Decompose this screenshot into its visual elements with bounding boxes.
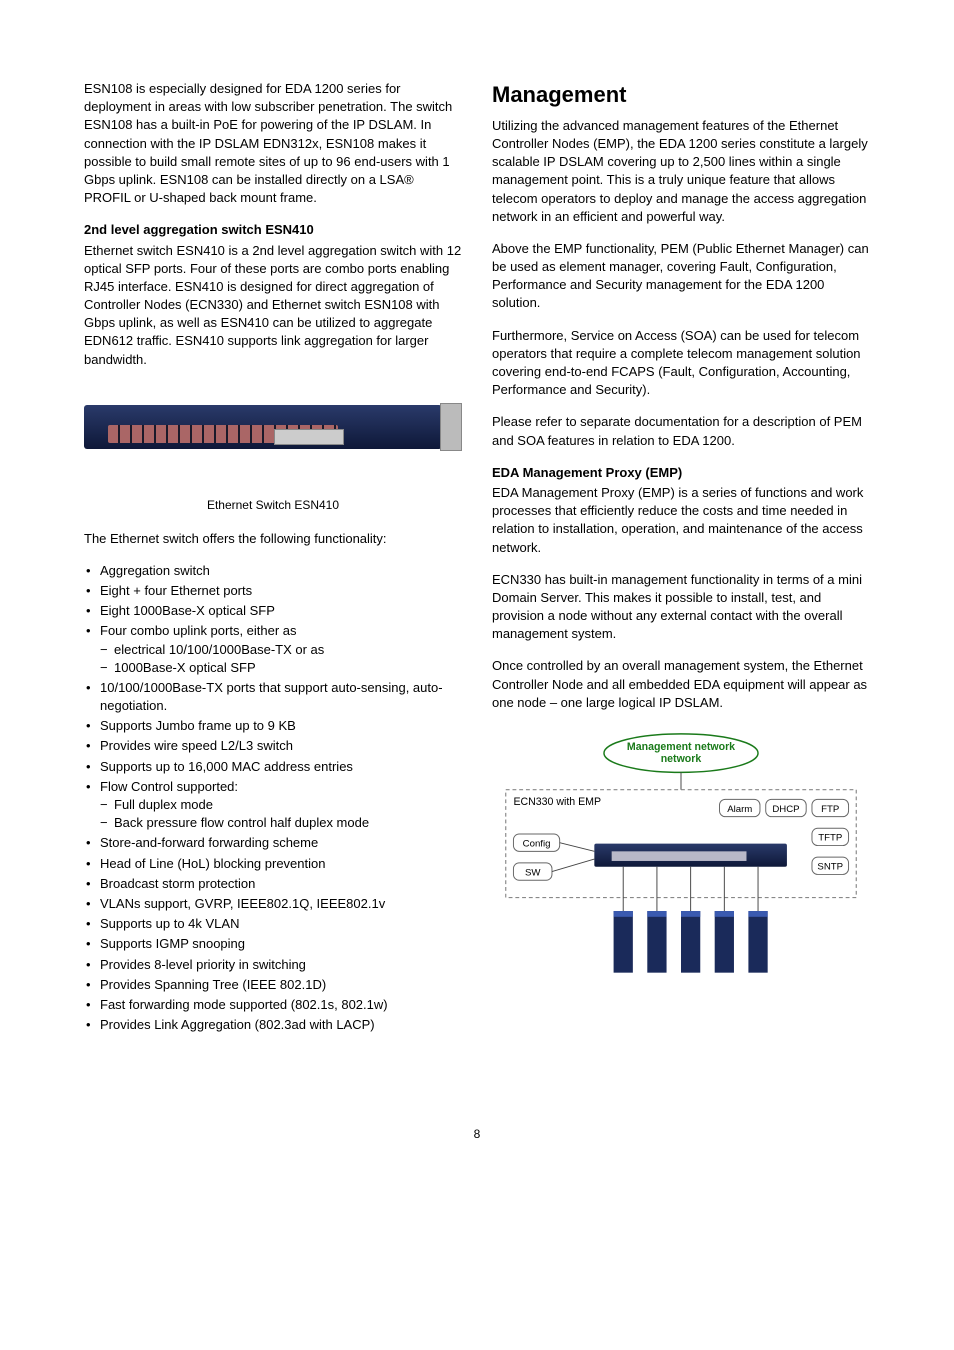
diagram-box: SNTP [817, 862, 843, 873]
functionality-list: Aggregation switch Eight + four Ethernet… [84, 562, 462, 1035]
diagram-dslam-group [614, 911, 768, 973]
diagram-box: DHCP [772, 804, 799, 815]
list-item: Provides Spanning Tree (IEEE 802.1D) [84, 976, 462, 994]
list-item: Provides wire speed L2/L3 switch [84, 737, 462, 755]
sub-list-item: Back pressure flow control half duplex m… [100, 814, 462, 832]
svg-text:network: network [661, 753, 702, 765]
esn410-paragraph: Ethernet switch ESN410 is a 2nd level ag… [84, 242, 462, 369]
emp-p2: ECN330 has built-in management functiona… [492, 571, 870, 644]
heading-esn410: 2nd level aggregation switch ESN410 [84, 221, 462, 239]
list-item: Four combo uplink ports, either as elect… [84, 622, 462, 677]
functionality-intro: The Ethernet switch offers the following… [84, 530, 462, 548]
heading-emp: EDA Management Proxy (EMP) [492, 464, 870, 482]
list-item: Supports up to 16,000 MAC address entrie… [84, 758, 462, 776]
figure-esn410 [84, 387, 462, 487]
list-item: Provides Link Aggregation (802.3ad with … [84, 1016, 462, 1034]
list-item: Eight 1000Base-X optical SFP [84, 602, 462, 620]
mgmt-p2: Above the EMP functionality, PEM (Public… [492, 240, 870, 313]
page-number: 8 [84, 1126, 870, 1143]
emp-p1: EDA Management Proxy (EMP) is a series o… [492, 484, 870, 557]
mgmt-p3: Furthermore, Service on Access (SOA) can… [492, 327, 870, 400]
list-item: Supports Jumbo frame up to 9 KB [84, 717, 462, 735]
management-diagram: Management network network ECN330 with E… [492, 730, 870, 990]
sub-list-item: electrical 10/100/1000Base-TX or as [100, 641, 462, 659]
mgmt-p1: Utilizing the advanced management featur… [492, 117, 870, 226]
list-item: Supports up to 4k VLAN [84, 915, 462, 933]
switch-illustration [84, 387, 462, 487]
list-item: Provides 8-level priority in switching [84, 956, 462, 974]
list-item: Flow Control supported: Full duplex mode… [84, 778, 462, 833]
diagram-ecn-label: ECN330 with EMP [513, 796, 601, 808]
list-item: Head of Line (HoL) blocking prevention [84, 855, 462, 873]
diagram-box: TFTP [818, 833, 842, 844]
diagram-box: FTP [821, 804, 839, 815]
emp-p3: Once controlled by an overall management… [492, 657, 870, 712]
list-item: Broadcast storm protection [84, 875, 462, 893]
sub-list-item: 1000Base-X optical SFP [100, 659, 462, 677]
mgmt-p4: Please refer to separate documentation f… [492, 413, 870, 449]
diagram-box: Config [523, 839, 551, 850]
list-item: VLANs support, GVRP, IEEE802.1Q, IEEE802… [84, 895, 462, 913]
list-item: Eight + four Ethernet ports [84, 582, 462, 600]
list-item-label: Flow Control supported: [100, 779, 238, 794]
list-item: Aggregation switch [84, 562, 462, 580]
figure-caption: Ethernet Switch ESN410 [84, 497, 462, 514]
sub-list-item: Full duplex mode [100, 796, 462, 814]
list-item: Fast forwarding mode supported (802.1s, … [84, 996, 462, 1014]
diagram-title: Management network [627, 741, 735, 753]
list-item: Supports IGMP snooping [84, 935, 462, 953]
list-item-label: Four combo uplink ports, either as [100, 623, 297, 638]
heading-management: Management [492, 80, 870, 111]
list-item: 10/100/1000Base-TX ports that support au… [84, 679, 462, 715]
intro-paragraph: ESN108 is especially designed for EDA 12… [84, 80, 462, 207]
diagram-box: SW [525, 867, 541, 878]
diagram-box: Alarm [727, 804, 752, 815]
list-item: Store-and-forward forwarding scheme [84, 834, 462, 852]
